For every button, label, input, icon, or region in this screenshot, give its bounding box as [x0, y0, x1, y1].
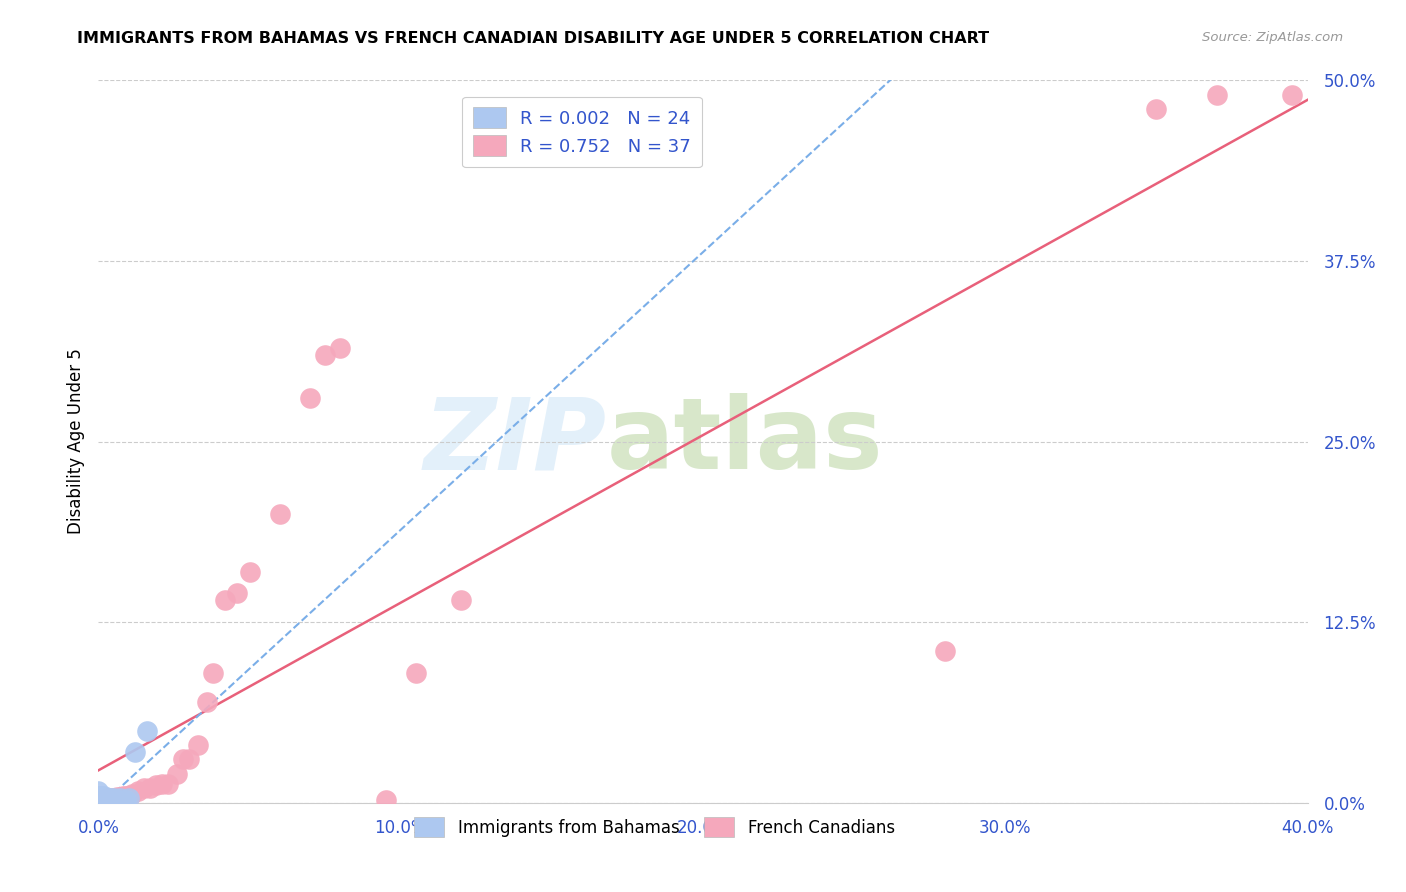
Point — [329, 341, 352, 355]
Point — [105, 793, 128, 807]
Point — [214, 593, 236, 607]
Point — [121, 787, 143, 801]
Point — [105, 790, 128, 805]
Point — [100, 791, 122, 805]
Point — [156, 777, 179, 791]
Text: ZIP: ZIP — [423, 393, 606, 490]
Point — [90, 793, 112, 807]
Point — [132, 781, 155, 796]
Point — [450, 593, 472, 607]
Point — [100, 796, 122, 810]
Point — [124, 745, 146, 759]
Point — [405, 665, 427, 680]
Point — [934, 644, 956, 658]
Point — [374, 793, 396, 807]
Point — [103, 791, 125, 805]
Point — [111, 793, 134, 807]
Point — [114, 789, 136, 803]
Point — [187, 738, 209, 752]
Point — [96, 791, 118, 805]
Point — [135, 723, 157, 738]
Point — [172, 752, 194, 766]
Point — [226, 586, 249, 600]
Point — [87, 796, 110, 810]
Point — [1206, 87, 1229, 102]
Point — [93, 793, 115, 807]
Point — [111, 789, 134, 803]
Point — [93, 796, 115, 810]
Point — [108, 790, 131, 805]
Point — [139, 781, 162, 796]
Point — [145, 779, 167, 793]
Point — [195, 695, 218, 709]
Point — [87, 796, 110, 810]
Point — [166, 767, 188, 781]
Point — [108, 791, 131, 805]
Point — [114, 793, 136, 807]
Y-axis label: Disability Age Under 5: Disability Age Under 5 — [66, 349, 84, 534]
Point — [103, 791, 125, 805]
Point — [108, 796, 131, 810]
Point — [269, 507, 291, 521]
Point — [299, 391, 322, 405]
Point — [87, 789, 110, 803]
Point — [179, 752, 201, 766]
Point — [93, 793, 115, 807]
Point — [1281, 87, 1303, 102]
Point — [127, 784, 149, 798]
Point — [1144, 102, 1167, 116]
Point — [103, 796, 125, 810]
Legend: Immigrants from Bahamas, French Canadians: Immigrants from Bahamas, French Canadian… — [406, 809, 903, 845]
Point — [90, 789, 112, 803]
Point — [118, 791, 141, 805]
Point — [90, 796, 112, 810]
Point — [100, 791, 122, 805]
Point — [96, 793, 118, 807]
Point — [90, 796, 112, 810]
Point — [314, 348, 336, 362]
Point — [93, 789, 115, 803]
Point — [150, 777, 173, 791]
Point — [239, 565, 262, 579]
Text: atlas: atlas — [606, 393, 883, 490]
Point — [202, 665, 225, 680]
Text: Source: ZipAtlas.com: Source: ZipAtlas.com — [1202, 31, 1343, 45]
Text: IMMIGRANTS FROM BAHAMAS VS FRENCH CANADIAN DISABILITY AGE UNDER 5 CORRELATION CH: IMMIGRANTS FROM BAHAMAS VS FRENCH CANADI… — [77, 31, 990, 46]
Point — [96, 796, 118, 810]
Point — [118, 789, 141, 803]
Point — [87, 784, 110, 798]
